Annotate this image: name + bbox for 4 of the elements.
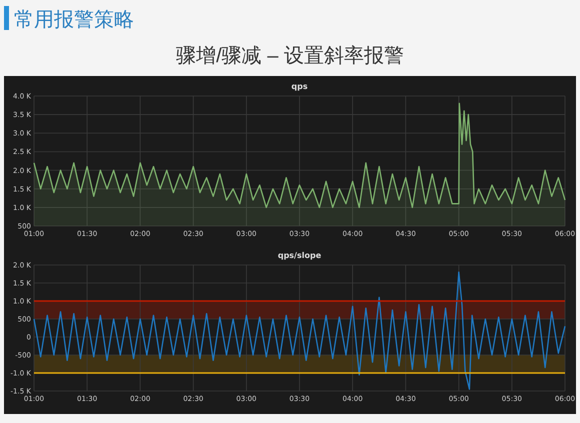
text: 常用报警策略 — [14, 9, 134, 31]
chart-title: qps — [291, 82, 308, 91]
text: 骤增/骤减 – 设置斜率报警 — [176, 45, 404, 67]
chart-title: qps/slope — [278, 251, 322, 260]
